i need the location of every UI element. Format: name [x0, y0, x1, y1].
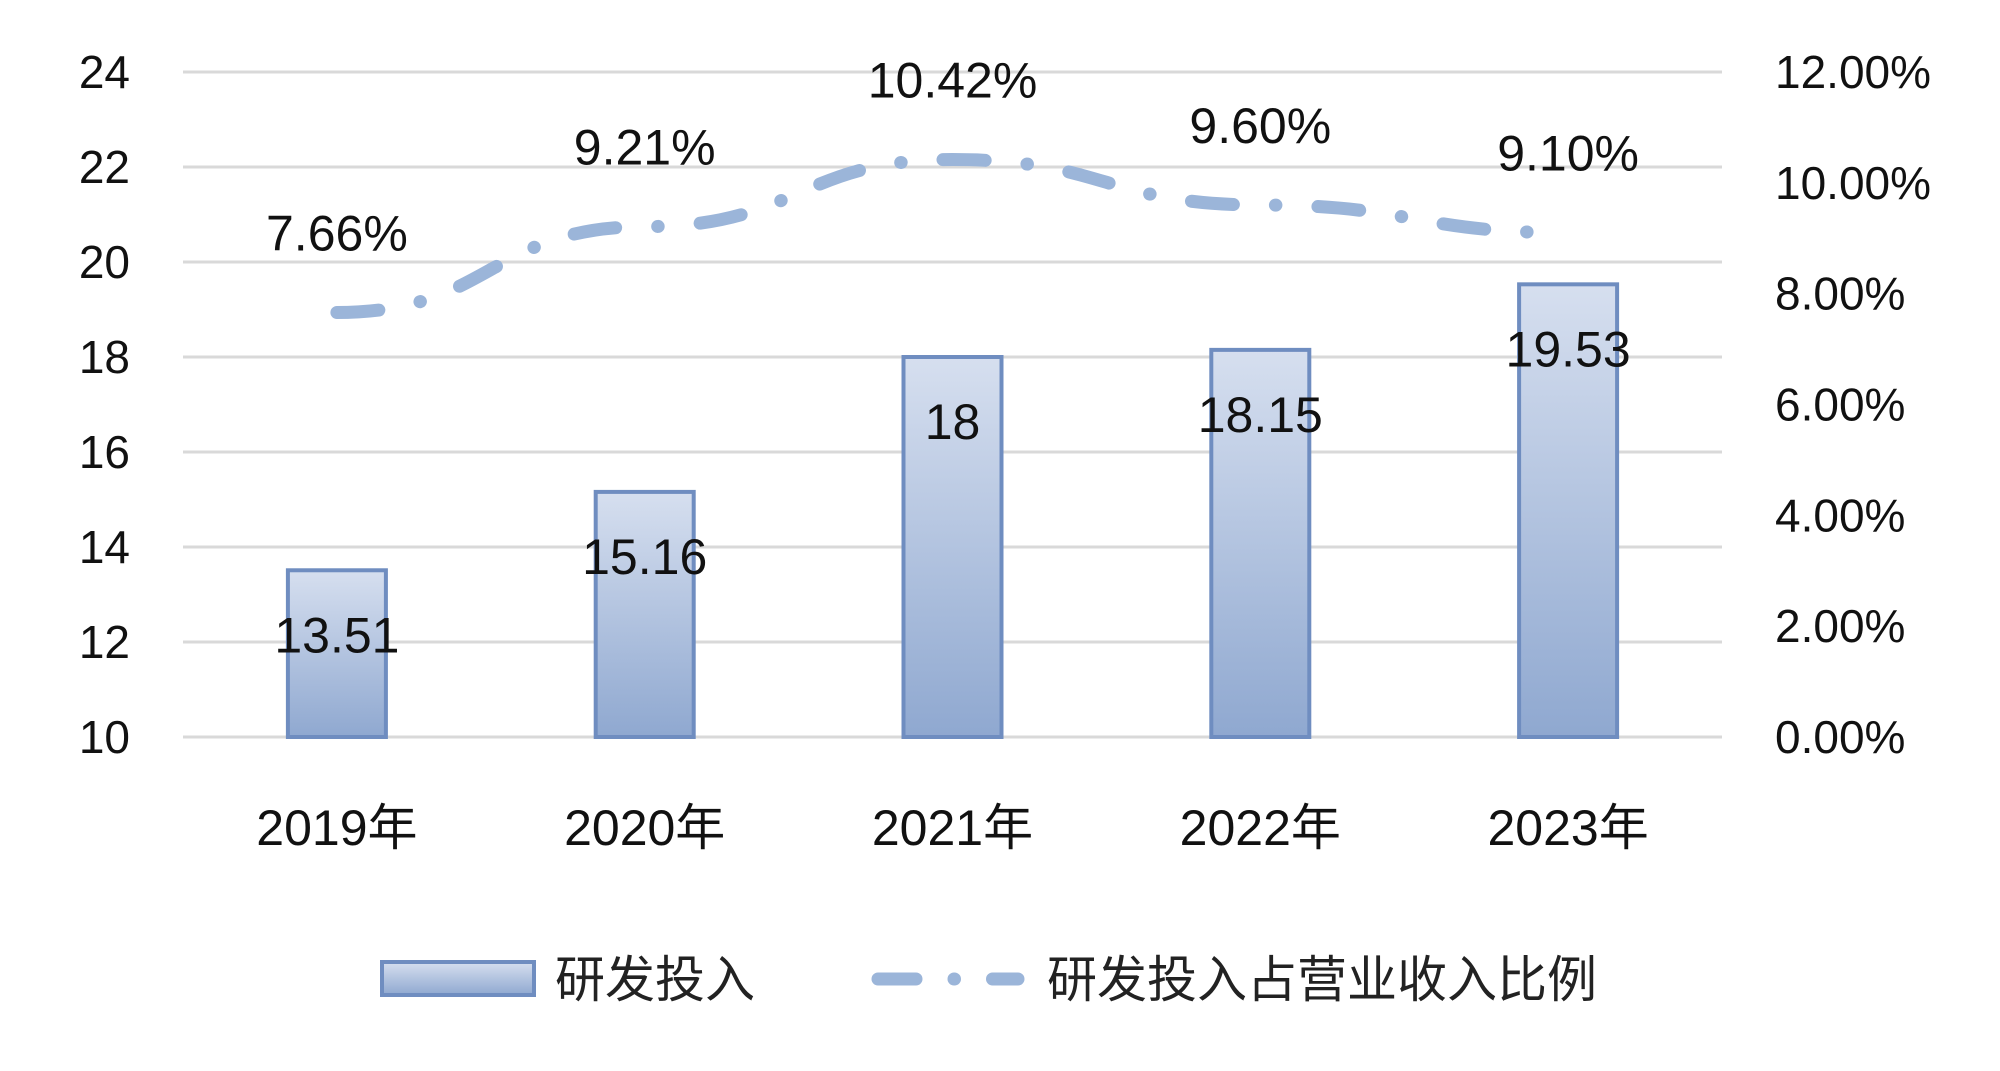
- x-tick-label: 2022年: [1180, 800, 1341, 856]
- line-data-label: 10.42%: [868, 53, 1038, 109]
- y-right-tick-label: 4.00%: [1775, 489, 1905, 541]
- y-right-tick-label: 0.00%: [1775, 711, 1905, 763]
- y-left-tick-label: 10: [79, 711, 130, 763]
- legend-line-label: 研发投入占营业收入比例: [1047, 951, 1597, 1009]
- line-series: [330, 153, 1575, 320]
- x-axis: 2019年 2020年 2021年 2022年 2023年: [256, 800, 1648, 856]
- y-right-tick-label: 6.00%: [1775, 379, 1905, 431]
- bar: [1517, 282, 1620, 739]
- y-left-tick-label: 22: [79, 141, 130, 193]
- y-right-tick-label: 2.00%: [1775, 600, 1905, 652]
- y-right-tick-label: 12.00%: [1775, 46, 1931, 98]
- x-tick-label: 2021年: [872, 800, 1033, 856]
- y-axis-left: 10 12 14 16 18 20 22 24: [79, 46, 130, 763]
- series-line: [330, 153, 1575, 320]
- bar-data-label: 13.51: [274, 607, 399, 663]
- x-tick-label: 2023年: [1487, 800, 1648, 856]
- bar: [1209, 347, 1312, 739]
- bar-data-label: 18.15: [1198, 387, 1323, 443]
- y-left-tick-label: 18: [79, 331, 130, 383]
- bar: [901, 355, 1004, 739]
- bar-data-label: 15.16: [582, 529, 707, 585]
- bar-data-label: 19.53: [1506, 321, 1631, 377]
- y-axis-right: 0.00% 2.00% 4.00% 6.00% 8.00% 10.00% 12.00%: [1775, 46, 1931, 763]
- bar-series: [285, 282, 1620, 740]
- y-left-tick-label: 14: [79, 521, 130, 573]
- legend: 研发投入 研发投入占营业收入比例: [380, 951, 1597, 1009]
- line-data-label: 9.60%: [1189, 98, 1331, 154]
- line-data-label: 7.66%: [266, 206, 408, 262]
- legend-bar-label: 研发投入: [555, 951, 755, 1009]
- y-right-tick-label: 8.00%: [1775, 268, 1905, 320]
- y-left-tick-label: 12: [79, 616, 130, 668]
- y-left-tick-label: 16: [79, 426, 130, 478]
- data-labels: 13.51 15.16 18 18.15 19.53 7.66% 9.21% 10.42% 9.…: [266, 53, 1639, 664]
- x-tick-label: 2020年: [564, 800, 725, 856]
- bar: [285, 568, 388, 740]
- bar: [593, 489, 696, 739]
- y-left-tick-label: 24: [79, 46, 130, 98]
- x-tick-label: 2019年: [256, 800, 417, 856]
- y-left-tick-label: 20: [79, 236, 130, 288]
- line-data-label: 9.21%: [574, 120, 716, 176]
- line-data-label: 9.10%: [1497, 126, 1639, 182]
- bar-data-label: 18: [925, 394, 981, 450]
- y-right-tick-label: 10.00%: [1775, 157, 1931, 209]
- legend-bar-swatch: [380, 960, 536, 997]
